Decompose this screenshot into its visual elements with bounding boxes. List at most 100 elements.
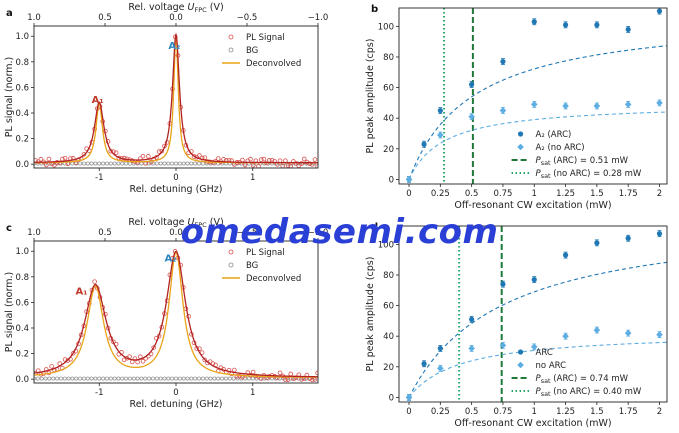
data-point bbox=[562, 22, 569, 28]
pl-signal-point bbox=[92, 279, 97, 284]
x-tick-label: 0.5 bbox=[465, 407, 479, 417]
y-tick-label: 0.6 bbox=[15, 83, 29, 93]
bg-point bbox=[112, 161, 117, 166]
x-axis-label: Off-resonant CW excitation (mW) bbox=[454, 200, 611, 211]
y-tick-label: 100 bbox=[378, 22, 394, 32]
y-tick-label: 0.6 bbox=[15, 298, 29, 308]
legend-label: A₂ (no ARC) bbox=[536, 143, 585, 153]
pl-signal-point bbox=[62, 357, 68, 362]
legend-marker bbox=[517, 361, 524, 369]
bg-point bbox=[78, 376, 83, 381]
saturation-fit-curve bbox=[408, 111, 667, 180]
bg-point bbox=[120, 161, 125, 166]
data-point bbox=[469, 81, 475, 88]
bg-point bbox=[185, 161, 190, 166]
peak-annotation: A₂ bbox=[168, 41, 180, 52]
bg-point bbox=[216, 376, 221, 381]
x-tick-label: 1.5 bbox=[590, 189, 604, 199]
data-point bbox=[437, 131, 444, 139]
pl-signal-point bbox=[65, 358, 71, 363]
x-tick-label: 0.75 bbox=[493, 189, 512, 199]
x-tick-label: 1.5 bbox=[590, 407, 604, 417]
plot-area-c bbox=[34, 249, 318, 383]
pl-signal-point bbox=[215, 156, 221, 161]
pl-signal-point bbox=[135, 359, 140, 365]
bg-point bbox=[120, 376, 125, 381]
y-tick-label: 1.0 bbox=[15, 32, 29, 42]
data-point bbox=[656, 99, 663, 107]
x-tick-label: 0.75 bbox=[493, 407, 512, 417]
x-tick-label: 0 bbox=[406, 189, 411, 199]
pl-signal-point bbox=[261, 156, 267, 162]
data-point bbox=[421, 141, 427, 147]
x-tick-label: 1 bbox=[532, 189, 537, 199]
y-tick-label: 100 bbox=[378, 240, 394, 250]
bg-point bbox=[181, 376, 186, 381]
pl-signal-point bbox=[226, 367, 232, 373]
pl-signal-point bbox=[312, 157, 318, 162]
saturation-fit-curve bbox=[408, 261, 667, 398]
y-tick-label: 80 bbox=[383, 271, 394, 281]
pl-signal-point bbox=[49, 364, 54, 369]
bg-point bbox=[43, 376, 48, 381]
y-tick-label: 0.4 bbox=[15, 324, 29, 334]
data-point bbox=[593, 326, 601, 334]
pl-signal-point bbox=[299, 161, 304, 166]
bg-point bbox=[158, 161, 163, 166]
pl-signal-point bbox=[159, 148, 165, 154]
x-tick-label: 0.25 bbox=[431, 407, 450, 417]
top-tick-label: 1.0 bbox=[27, 13, 41, 23]
x-tick-label: 1.75 bbox=[619, 189, 638, 199]
pl-signal-point bbox=[148, 159, 154, 165]
plot-area-b bbox=[405, 8, 667, 184]
data-point bbox=[437, 345, 443, 352]
legend-label: no ARC bbox=[536, 361, 567, 371]
bg-point bbox=[51, 376, 56, 381]
top-axis-label: Rel. voltage UFPC (V) bbox=[128, 2, 223, 14]
panel-b: b0 0.25 0.5 0.75 1 1.25 1.5 1.75 2020406080100Of… bbox=[365, 4, 668, 211]
y-tick-label: 0.8 bbox=[15, 273, 29, 283]
top-tick-label: 0.5 bbox=[98, 228, 112, 238]
pl-signal-point bbox=[156, 149, 162, 154]
legend-label: ARC bbox=[536, 348, 553, 358]
pl-signal-point bbox=[46, 156, 52, 162]
data-point bbox=[499, 107, 507, 114]
data-point bbox=[437, 107, 443, 114]
pl-signal-point bbox=[197, 153, 202, 158]
y-tick-label: 0.0 bbox=[15, 375, 29, 385]
bg-point bbox=[39, 376, 44, 381]
data-point bbox=[593, 102, 601, 110]
pl-signal-point bbox=[140, 153, 146, 159]
pl-signal-point bbox=[202, 155, 208, 160]
y-tick-label: 20 bbox=[383, 363, 394, 373]
bg-point bbox=[47, 376, 52, 381]
legend-marker bbox=[517, 131, 524, 137]
pl-signal-point bbox=[38, 156, 44, 162]
bg-point bbox=[220, 376, 225, 381]
data-point bbox=[468, 113, 475, 120]
plot-area-a bbox=[34, 32, 318, 168]
top-tick-label: −0.5 bbox=[237, 13, 258, 23]
bg-point bbox=[193, 376, 198, 381]
pl-fit-curve bbox=[34, 32, 318, 164]
peak-annotation: A₁ bbox=[75, 287, 87, 298]
bg-point bbox=[250, 376, 255, 381]
bg-point bbox=[101, 161, 106, 166]
legend-marker bbox=[517, 349, 524, 355]
bg-point bbox=[147, 376, 152, 381]
bg-point bbox=[139, 161, 144, 166]
legend-marker bbox=[228, 249, 234, 255]
bg-point bbox=[93, 376, 98, 381]
bg-point bbox=[112, 376, 117, 381]
y-tick-label: 0 bbox=[389, 175, 394, 185]
pl-signal-point bbox=[52, 162, 57, 168]
bg-point bbox=[108, 376, 113, 381]
legend-marker bbox=[517, 143, 524, 151]
bg-point bbox=[170, 161, 175, 166]
bg-point bbox=[197, 376, 201, 381]
axes-frame bbox=[398, 225, 668, 403]
bg-point bbox=[97, 376, 102, 381]
data-point bbox=[624, 101, 632, 108]
panel-label-b: b bbox=[371, 4, 378, 15]
